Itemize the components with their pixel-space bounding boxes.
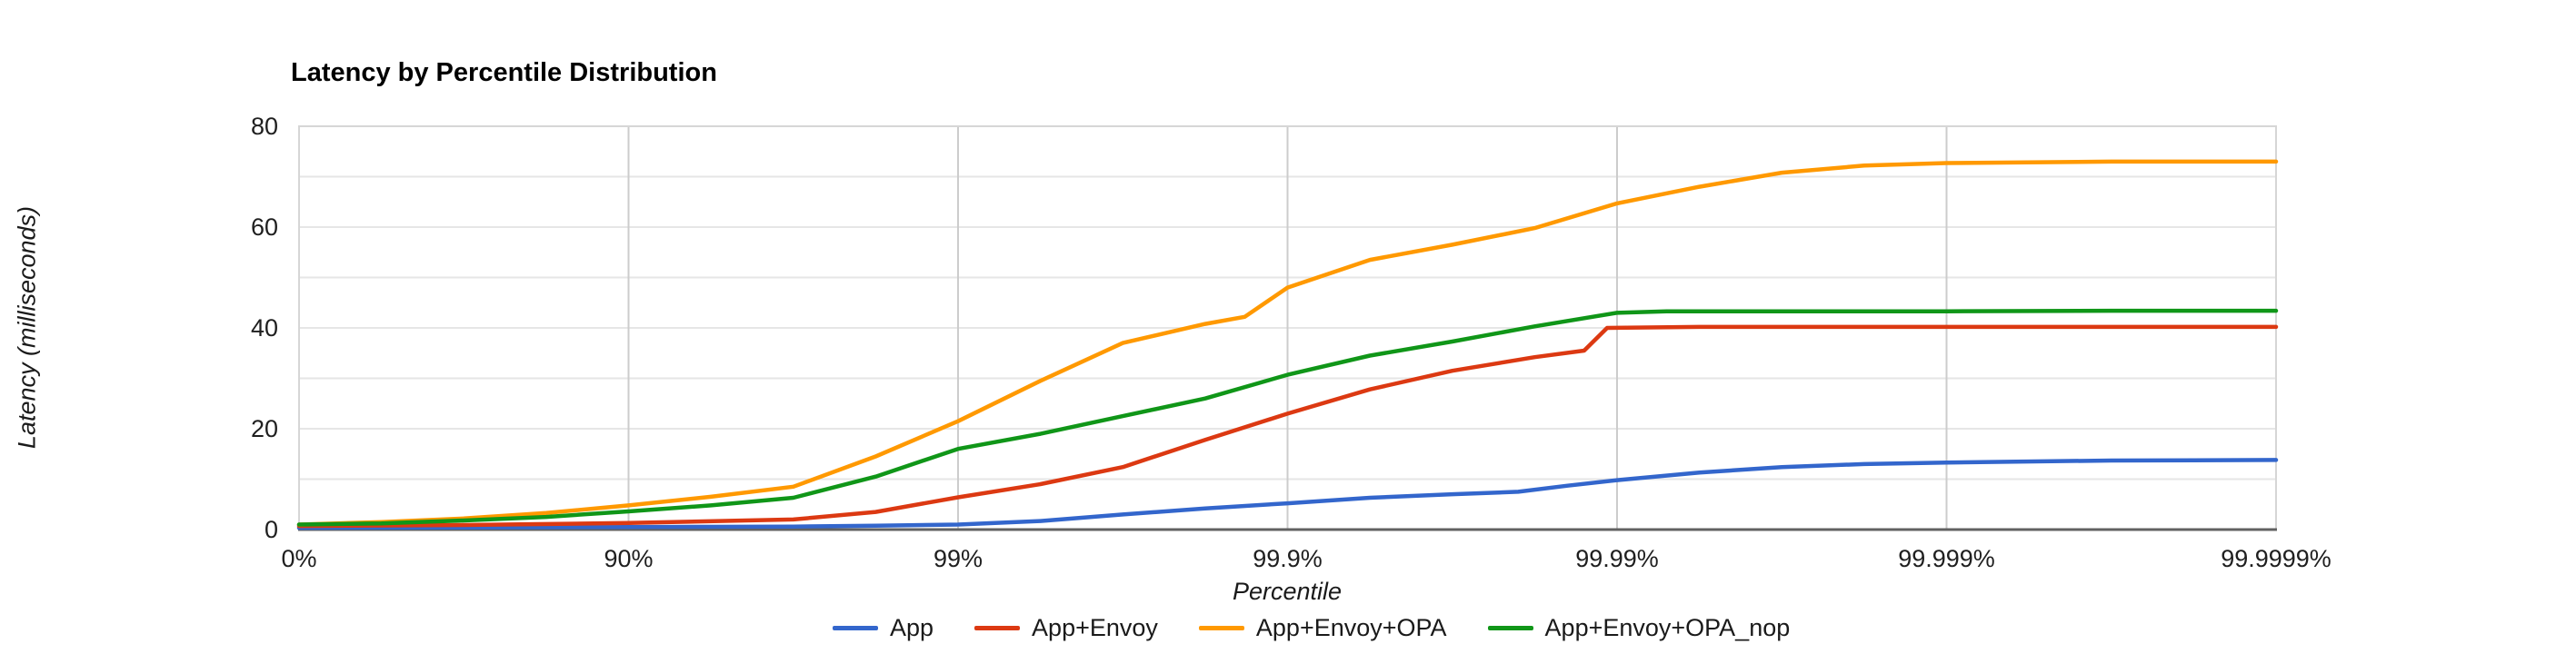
legend-label: App+Envoy+OPA_nop <box>1544 614 1791 641</box>
legend: App App+Envoy App+Envoy+OPA App+Envoy+OPA_n… <box>833 614 1790 642</box>
x-tick-label: 99% <box>933 545 983 572</box>
chart-title: Latency by Percentile Distribution <box>291 58 717 87</box>
series-line-App+Envoy <box>296 324 2279 529</box>
x-tick-label: 99.9999% <box>2221 545 2331 572</box>
x-axis-title: Percentile <box>1232 578 1343 605</box>
x-tick-label: 0% <box>281 545 317 572</box>
y-tick-label: 0 <box>264 516 278 543</box>
legend-dash-icon <box>833 626 878 630</box>
legend-item-App: App <box>833 614 934 642</box>
legend-label: App+Envoy <box>1032 614 1158 641</box>
legend-label: App <box>890 614 934 641</box>
y-tick-label: 60 <box>250 213 278 241</box>
legend-item-App+Envoy: App+Envoy <box>974 614 1158 642</box>
x-tick-label: 90% <box>604 545 654 572</box>
x-tick-label: 99.999% <box>1898 545 1995 572</box>
series-line-App+Envoy+OPA_nop <box>296 308 2279 527</box>
legend-item-App+Envoy+OPA: App+Envoy+OPA <box>1198 614 1447 642</box>
legend-item-App+Envoy+OPA_nop: App+Envoy+OPA_nop <box>1487 614 1791 642</box>
y-tick-label: 20 <box>250 415 278 442</box>
x-tick-label: 99.99% <box>1575 545 1659 572</box>
y-tick-label: 80 <box>250 113 278 140</box>
series-line-App <box>296 458 2279 530</box>
x-tick-label: 99.9% <box>1253 545 1323 572</box>
legend-label: App+Envoy+OPA <box>1255 614 1447 641</box>
legend-dash-icon <box>974 626 1021 630</box>
legend-dash-icon <box>1198 626 1244 630</box>
legend-dash-icon <box>1487 626 1533 630</box>
y-tick-label: 40 <box>250 314 278 342</box>
series-line-App+Envoy+OPA <box>296 159 2279 527</box>
